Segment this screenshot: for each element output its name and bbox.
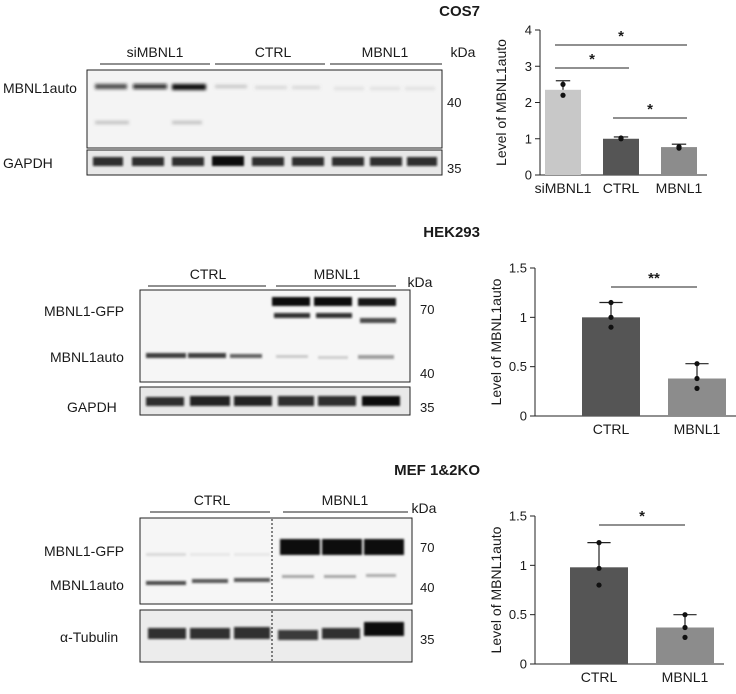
y-axis-label: Level of MBNL1auto [488, 278, 504, 405]
significance-label: * [647, 101, 653, 118]
marker-35: 35 [420, 400, 434, 415]
data-point [608, 324, 614, 330]
loading-control-bands [148, 622, 404, 640]
x-tick-label: CTRL [581, 669, 618, 685]
data-point [596, 565, 602, 571]
data-point [682, 634, 688, 640]
blot-bands [146, 297, 396, 359]
y-axis-label: Level of MBNL1auto [493, 39, 509, 166]
group-label-ctrl: CTRL [190, 266, 227, 282]
y-tick-label: 3 [525, 59, 532, 74]
data-point [676, 144, 682, 150]
blot-group-labels: CTRL MBNL1 kDa [148, 266, 433, 290]
marker-35: 35 [420, 632, 434, 647]
data-point [682, 624, 688, 631]
blot-group-labels: siMBNL1 CTRL MBNL1 kDa [100, 44, 476, 65]
band-label-mbnl1auto: MBNL1auto [50, 577, 124, 593]
group-label-mbnl1: MBNL1 [362, 44, 409, 60]
y-tick-label: 0.5 [509, 607, 527, 622]
data-point [694, 385, 700, 391]
y-tick-label: 1.5 [509, 261, 527, 276]
significance-label: * [589, 51, 595, 68]
blot-membrane [86, 69, 443, 149]
data-point [608, 299, 614, 306]
data-point [596, 582, 602, 588]
panel-title: MEF 1&2KO [394, 462, 480, 479]
marker-40: 40 [420, 580, 434, 595]
data-point [694, 361, 700, 367]
marker-70: 70 [420, 302, 434, 317]
data-point [694, 375, 700, 382]
blot-group-labels: CTRL MBNL1 kDa [150, 492, 437, 516]
blot-membrane [139, 517, 413, 605]
significance-label: * [639, 508, 645, 525]
significance-label: * [618, 28, 624, 45]
panel-title: HEK293 [423, 224, 480, 241]
y-tick-label: 1 [520, 558, 527, 573]
y-tick-label: 0 [520, 409, 527, 424]
bar-chart-hek293: Level of MBNL1auto 0 0.5 1 1.5 CTRL MBNL1 ** [488, 261, 736, 437]
band-label-mbnl1auto: MBNL1auto [50, 349, 124, 365]
panel-cos7: COS7 siMBNL1 CTRL MBNL1 kDa MBNL1auto GA… [3, 3, 480, 176]
significance-label: ** [648, 270, 660, 287]
data-point [560, 92, 566, 98]
y-tick-label: 1.5 [509, 509, 527, 524]
y-tick-label: 0.5 [509, 359, 527, 374]
group-label-ctrl: CTRL [194, 492, 231, 508]
blot-bands [95, 84, 435, 124]
group-label-simbnl1: siMBNL1 [127, 44, 184, 60]
kda-label: kDa [408, 274, 433, 290]
group-label-mbnl1: MBNL1 [314, 266, 361, 282]
panel-title: COS7 [439, 3, 480, 20]
bar [545, 89, 581, 175]
bar [603, 138, 639, 175]
loading-control-bands [93, 156, 437, 166]
data-point [682, 612, 688, 618]
x-tick-label: CTRL [603, 180, 640, 196]
y-tick-label: 0 [520, 657, 527, 672]
data-point [596, 540, 602, 546]
x-tick-label: CTRL [593, 421, 630, 437]
bar [570, 567, 628, 664]
group-label-mbnl1: MBNL1 [322, 492, 369, 508]
y-tick-label: 0 [525, 168, 532, 183]
x-tick-label: MBNL1 [662, 669, 709, 685]
x-tick-label: MBNL1 [674, 421, 721, 437]
y-axis-label: Level of MBNL1auto [488, 526, 504, 653]
band-label-gapdh: GAPDH [67, 399, 117, 415]
group-label-ctrl: CTRL [255, 44, 292, 60]
data-point [608, 314, 614, 320]
kda-label: kDa [412, 500, 437, 516]
band-label-mbnl1-gfp: MBNL1-GFP [44, 303, 124, 319]
bar [668, 378, 726, 416]
x-tick-label: MBNL1 [656, 180, 703, 196]
panel-hek293: HEK293 CTRL MBNL1 kDa MBNL1-GFP MBNL1aut… [44, 224, 480, 416]
marker-70: 70 [420, 540, 434, 555]
bar-chart-cos7: Level of MBNL1auto 0 1 2 3 4 siMBNL1 CTRL MBNL1 *… [493, 23, 707, 196]
band-label-mbnl1auto: MBNL1auto [3, 80, 77, 96]
marker-40: 40 [447, 95, 461, 110]
band-label-gapdh: GAPDH [3, 155, 53, 171]
band-label-tubulin: α-Tubulin [60, 629, 118, 645]
x-tick-label: siMBNL1 [535, 180, 592, 196]
y-tick-label: 2 [525, 95, 532, 110]
bar [656, 627, 714, 664]
marker-40: 40 [420, 366, 434, 381]
bar-chart-mef: Level of MBNL1auto 0 0.5 1 1.5 CTRL MBNL1 * [488, 508, 724, 685]
bar [582, 317, 640, 416]
band-label-mbnl1-gfp: MBNL1-GFP [44, 543, 124, 559]
blot-bands [146, 539, 404, 585]
loading-control-bands [146, 396, 400, 406]
panel-mef: MEF 1&2KO CTRL MBNL1 kDa MBNL1-GFP MBNL1… [44, 462, 480, 663]
data-point [560, 81, 566, 87]
data-point [618, 135, 624, 141]
marker-35: 35 [447, 161, 461, 176]
kda-label: kDa [451, 44, 476, 60]
bar [661, 147, 697, 175]
y-tick-label: 1 [525, 131, 532, 146]
y-tick-label: 1 [520, 310, 527, 325]
y-tick-label: 4 [525, 23, 532, 38]
